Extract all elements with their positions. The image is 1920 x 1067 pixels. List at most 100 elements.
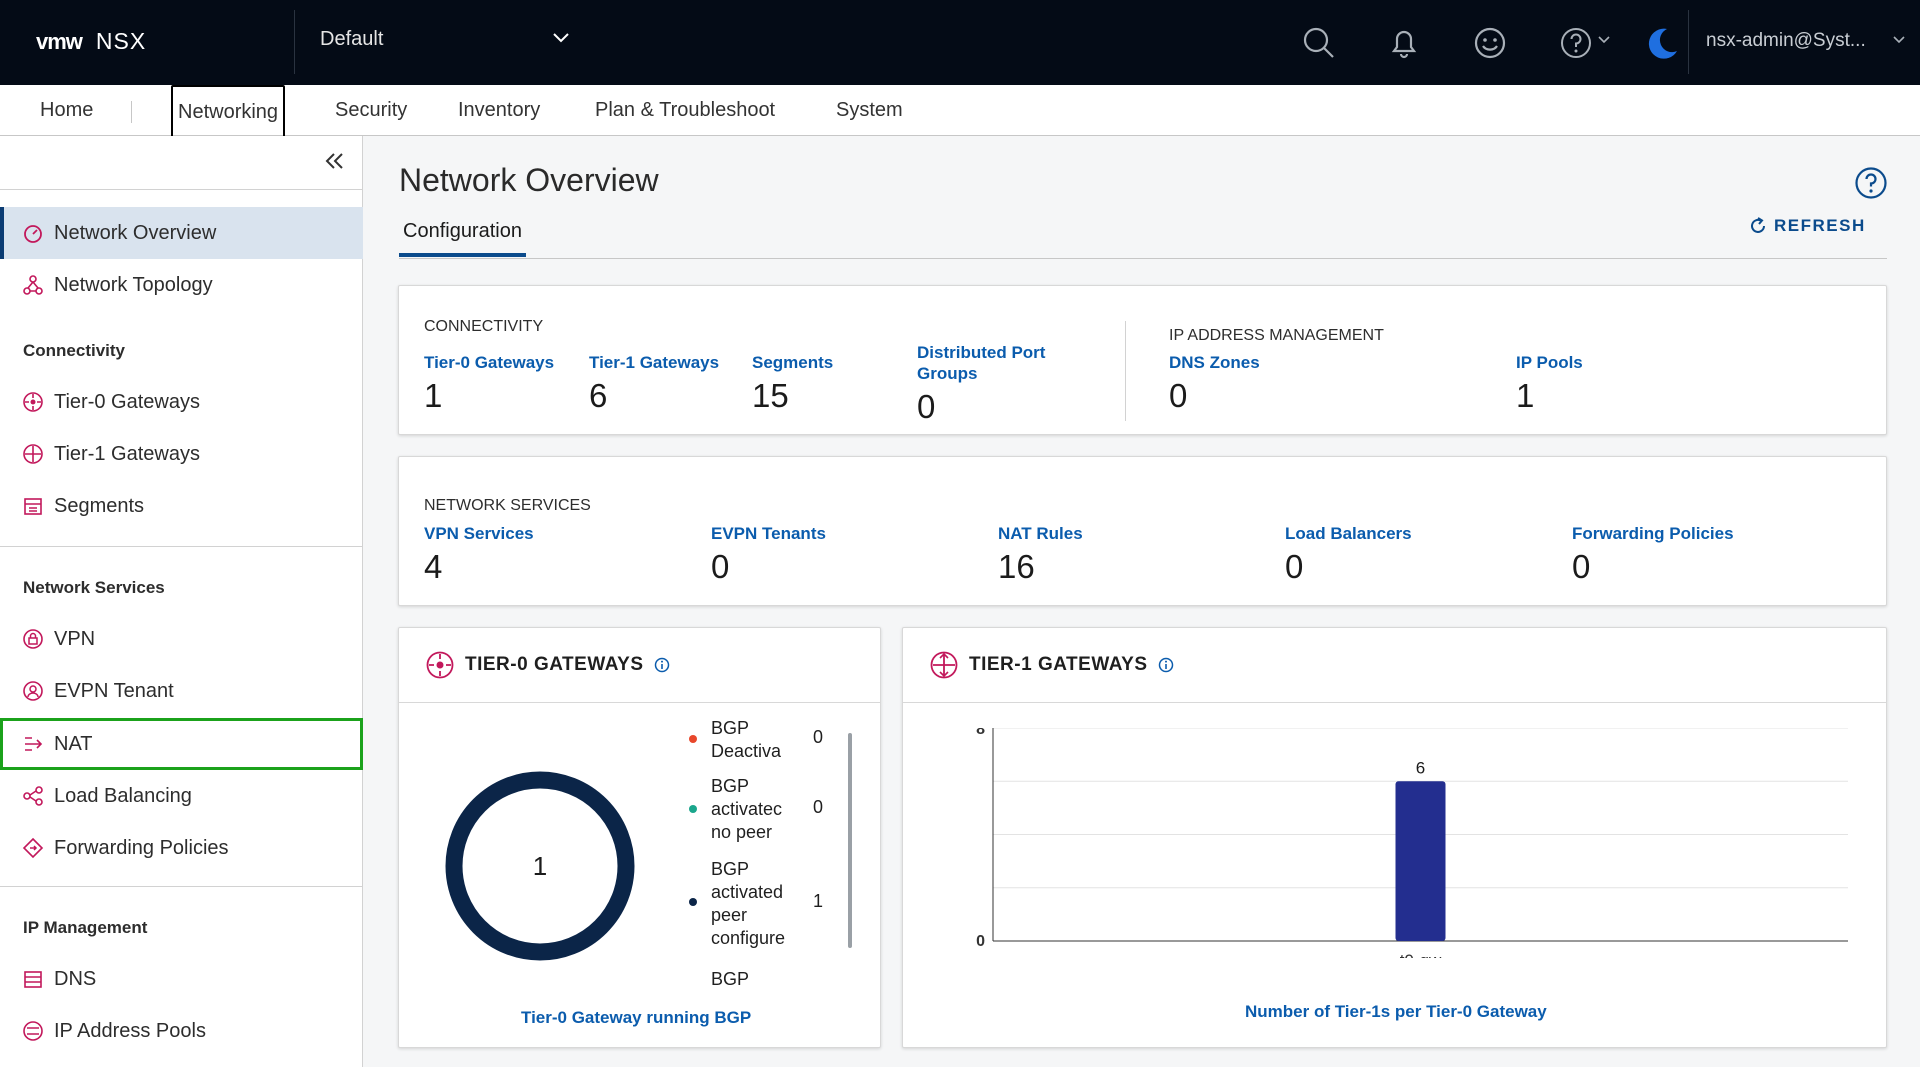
metric-label[interactable]: DNS Zones (1169, 353, 1260, 372)
vpn-icon (23, 629, 43, 649)
metric-label[interactable]: EVPN Tenants (711, 524, 826, 543)
info-icon[interactable] (1158, 657, 1174, 673)
nav-tab-system[interactable]: System (836, 99, 903, 121)
metric-tier0-gateways[interactable]: Tier-0 Gateways 1 (424, 352, 554, 415)
tier1-per-tier0-link[interactable]: Number of Tier-1s per Tier-0 Gateway (1245, 1002, 1547, 1021)
chevron-down-icon[interactable] (1893, 36, 1905, 44)
metric-value: 16 (998, 548, 1035, 585)
sidebar-item-dns[interactable]: DNS (0, 953, 363, 1005)
tier1-gateway-icon (23, 444, 43, 464)
segments-icon (24, 498, 42, 515)
search-icon[interactable] (1300, 24, 1338, 62)
brand[interactable]: vmw NSX (36, 28, 146, 55)
legend-item-bgp-deactivated[interactable]: BGP Deactiva 0 (689, 717, 839, 763)
sidebar-item-network-overview[interactable]: Network Overview (0, 207, 363, 259)
sidebar-section-network-services: Network Services (23, 578, 165, 597)
bgp-donut-chart: 1 (445, 771, 635, 961)
refresh-icon (1751, 217, 1765, 233)
donut-ring[interactable] (445, 771, 635, 961)
legend-item-bgp[interactable]: BGP (689, 968, 839, 992)
refresh-button[interactable]: REFRESH (1748, 216, 1866, 236)
sidebar-item-tier0-gateways[interactable]: Tier-0 Gateways (0, 376, 363, 428)
help-chevron-icon[interactable] (1598, 36, 1610, 44)
legend-item-bgp-activated-no-peer[interactable]: BGP activatec no peer 0 (689, 775, 839, 845)
nav-tab-home[interactable]: Home (40, 99, 94, 121)
metric-label-line1[interactable]: Distributed Port (917, 343, 1046, 362)
donut-center-label: 1 (533, 851, 547, 881)
header-divider (1688, 10, 1689, 74)
metric-value: 6 (589, 377, 608, 414)
legend-item-bgp-activated-peer-configured[interactable]: BGP activated peer configure 1 (689, 858, 839, 952)
metric-value: 1 (424, 377, 443, 414)
metric-tier1-gateways[interactable]: Tier-1 Gateways 6 (589, 352, 719, 415)
sidebar-item-label: DNS (54, 967, 97, 990)
sidebar-divider (0, 189, 363, 190)
metric-label-line2[interactable]: Groups (917, 364, 978, 383)
load-balancer-icon (23, 786, 43, 806)
moon-icon[interactable] (1643, 24, 1681, 62)
metric-vpn-services[interactable]: VPN Services 4 (424, 523, 534, 586)
bar-t0-gw[interactable] (1395, 781, 1446, 941)
metric-label[interactable]: VPN Services (424, 524, 534, 543)
metric-load-balancers[interactable]: Load Balancers 0 (1285, 523, 1412, 586)
tier0-gateways-card: TIER-0 GATEWAYS 1 BGP Deactiva 0 BGP act… (398, 627, 881, 1048)
tier0-bgp-link[interactable]: Tier-0 Gateway running BGP (521, 1008, 752, 1027)
card-divider (1125, 321, 1126, 421)
context-selector[interactable]: Default (320, 28, 384, 50)
help-icon[interactable] (1854, 166, 1888, 200)
sidebar-item-tier1-gateways[interactable]: Tier-1 Gateways (0, 428, 363, 480)
sidebar-item-vpn[interactable]: VPN (0, 613, 363, 665)
metric-value: 0 (1572, 548, 1591, 585)
legend-line: no peer (711, 822, 773, 842)
sidebar-item-load-balancing[interactable]: Load Balancing (0, 770, 363, 822)
metric-value: 0 (1169, 377, 1188, 414)
nav-tab-inventory[interactable]: Inventory (458, 99, 541, 121)
smiley-icon[interactable] (1471, 24, 1509, 62)
top-header: vmw NSX Default nsx-admin@Syst... (0, 0, 1920, 85)
legend-line: Deactiva (711, 741, 782, 761)
sidebar-item-evpn-tenant[interactable]: EVPN Tenant (0, 665, 363, 717)
metric-label[interactable]: Tier-1 Gateways (589, 353, 720, 372)
nav-tab-plan-troubleshoot[interactable]: Plan & Troubleshoot (595, 99, 776, 121)
metric-value: 1 (1516, 377, 1535, 414)
metric-label[interactable]: IP Pools (1516, 353, 1583, 372)
x-tick-label: t0-gw (1400, 951, 1442, 958)
nav-tab-networking[interactable]: Networking (171, 85, 286, 140)
legend-line: activated (711, 882, 784, 902)
metric-ip-pools[interactable]: IP Pools 1 (1516, 352, 1583, 415)
card-header: TIER-1 GATEWAYS (903, 628, 1886, 703)
sidebar-item-network-topology[interactable]: Network Topology (0, 259, 363, 311)
metric-value: 0 (917, 388, 936, 425)
nav-tab-security[interactable]: Security (335, 99, 408, 121)
legend-scrollbar[interactable] (848, 733, 852, 948)
metric-label[interactable]: Tier-0 Gateways (424, 353, 555, 372)
sidebar-item-forwarding-policies[interactable]: Forwarding Policies (0, 822, 363, 874)
legend-label: BGP (711, 968, 793, 991)
page-title: Network Overview (399, 162, 659, 198)
metric-evpn-tenants[interactable]: EVPN Tenants 0 (711, 523, 826, 586)
metric-label[interactable]: Segments (752, 353, 834, 372)
metric-forwarding-policies[interactable]: Forwarding Policies 0 (1572, 523, 1734, 586)
metric-label[interactable]: Load Balancers (1285, 524, 1412, 543)
collapse-icon[interactable] (325, 152, 345, 170)
card-title: TIER-1 GATEWAYS (969, 654, 1148, 675)
vmw-logo: vmw (36, 28, 83, 54)
metric-nat-rules[interactable]: NAT Rules 16 (998, 523, 1083, 586)
metric-distributed-port-groups[interactable]: Distributed Port Groups 0 (917, 342, 1045, 426)
metric-segments[interactable]: Segments 15 (752, 352, 833, 415)
user-menu[interactable]: nsx-admin@Syst... (1706, 30, 1866, 51)
sidebar-item-segments[interactable]: Segments (0, 480, 363, 532)
sidebar-item-ip-address-pools[interactable]: IP Address Pools (0, 1005, 363, 1057)
chevron-down-icon[interactable] (552, 32, 570, 44)
legend-dot (689, 735, 697, 743)
sidebar-item-nat[interactable]: NAT (0, 718, 363, 770)
metric-dns-zones[interactable]: DNS Zones 0 (1169, 352, 1260, 415)
help-icon[interactable] (1557, 24, 1595, 62)
tab-configuration[interactable]: Configuration (399, 220, 526, 257)
info-icon[interactable] (654, 657, 670, 673)
legend-line: BGP (711, 859, 750, 879)
metric-label[interactable]: Forwarding Policies (1572, 524, 1734, 543)
metric-label[interactable]: NAT Rules (998, 524, 1083, 543)
y-tick-label: 8 (976, 728, 985, 738)
bell-icon[interactable] (1385, 24, 1423, 62)
